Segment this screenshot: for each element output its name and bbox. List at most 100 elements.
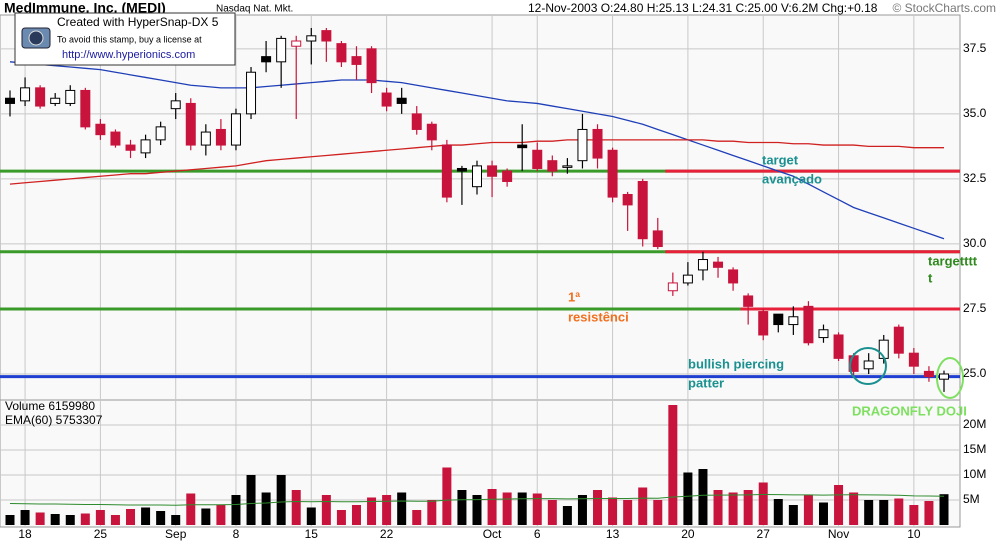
candle-body [652,230,663,248]
volume-bar [849,492,859,525]
x-tick-label: Oct [483,527,502,541]
candle-body [908,352,919,367]
candle-body [923,370,934,378]
volume-bar [487,489,497,525]
volume-bar [879,500,889,525]
candle-body [426,123,437,141]
annotation: avançado [762,171,822,186]
moving-average [9,61,945,240]
candle-body [517,144,528,149]
volume-bar [412,510,422,525]
plot [0,28,960,525]
volume-bar [623,500,633,525]
candle-body [306,35,317,42]
candle-body [939,373,949,380]
candle-body [502,170,513,182]
candle-body [833,334,844,359]
candle-body [261,56,272,63]
exchange: Nasdaq Nat. Mkt. [216,4,293,15]
stamp-link: http://www.hyperionics.com [62,49,195,61]
volume-bar [291,490,301,525]
volume-bar [698,469,708,525]
candle-body [291,40,302,47]
candle-body [140,139,151,154]
volume-bar [743,490,753,525]
volume-bar [427,500,437,525]
volume-bar [653,500,663,525]
volume-bar [803,495,813,525]
candle-body [396,97,407,104]
price-panel [0,14,961,401]
stamp-line: To avoid this stamp, buy a license at [57,34,202,44]
volume-bar [577,495,587,525]
x-tick-label: 20 [681,527,695,541]
volume-bar [683,472,693,525]
candle-body [50,97,61,104]
volume-bar [939,494,949,525]
volume-bar [713,490,723,525]
volume-bar [367,497,377,525]
candle-body [773,313,784,326]
x-tick-label: 10 [907,527,921,541]
y-tick-label: 35.0 [963,106,987,120]
candle-body [788,316,799,326]
chart-title: MedImmune, Inc. (MEDI) [4,0,166,16]
candle-body [803,305,814,344]
stamp: Created with HyperSnap-DX 5 To avoid thi… [14,12,236,66]
x-tick-label: 22 [380,527,394,541]
volume-bar [788,505,798,525]
moving-average [9,139,944,185]
annotation: bullish piercing [688,356,784,371]
volume-bar [5,515,15,525]
candle-body [893,326,904,354]
volume-bar [442,467,452,525]
candle-body [863,360,874,370]
volume-bar [894,498,904,525]
candle-body [532,149,543,169]
volume-bar [864,500,874,525]
annotation: DRAGONFLY DOJI [852,403,967,418]
volume-bar [321,495,331,525]
candle-body [321,30,332,42]
volume-bar [397,492,407,525]
candle-body [381,92,392,107]
y-tick-label: 25.0 [963,366,987,380]
volume-bar [593,490,603,525]
annotation: t [928,270,933,285]
candle-body [20,87,31,102]
candle-body [728,269,739,284]
volume-bar [532,493,542,525]
highlight-circle [849,347,887,385]
candle-body [562,165,573,168]
annotation: resistênci [568,309,629,324]
candle-body [637,180,648,240]
highlight-circle [936,357,964,399]
volume-bar [186,493,196,525]
volume-bar [773,499,783,525]
candle-body [185,102,196,146]
candle-body [487,165,498,177]
candle-body [336,43,347,63]
volume-bar [231,495,241,525]
y-tick-label: 5M [963,492,980,506]
volume-legend: Volume 6159980 [5,399,95,413]
volume-bar [156,511,166,525]
volume-bar [141,507,151,525]
candle-body [246,71,257,115]
candle-body [170,100,181,110]
volume-bar [20,510,30,525]
candle-body [110,131,121,146]
candle-body [215,128,226,146]
volume-bar [110,515,120,525]
volume-bar [547,500,557,525]
stamp-line: Created with HyperSnap-DX 5 [57,15,219,29]
candle-body [5,97,15,104]
annotation: patter [688,375,724,390]
ema-legend: EMA(60) 5753307 [5,413,103,427]
annotation: 1ª [568,289,580,304]
candle-body [547,160,558,172]
candle-body [472,165,482,188]
candle-body [743,295,754,307]
candle-body [622,193,633,206]
candle-body [125,144,136,151]
